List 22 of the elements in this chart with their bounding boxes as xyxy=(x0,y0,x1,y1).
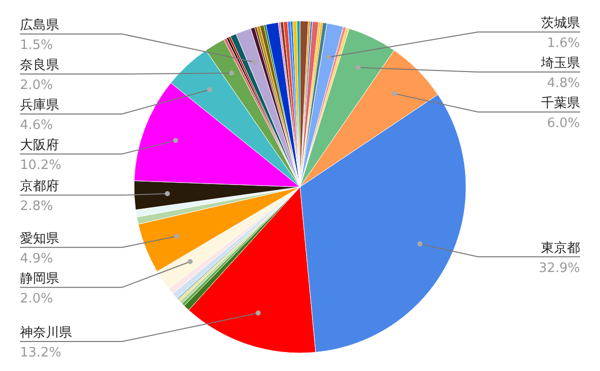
data-label: 2.8% xyxy=(20,199,54,214)
data-label: 13.2% xyxy=(20,346,62,361)
data-label: 1.5% xyxy=(20,38,54,53)
slice-label: 大阪府 xyxy=(20,137,59,153)
slice-label: 広島県 xyxy=(20,17,59,33)
slice-label: 奈良県 xyxy=(20,58,59,73)
data-label: 2.0% xyxy=(20,291,54,306)
data-label: 4.8% xyxy=(546,76,580,91)
slice-label: 愛知県 xyxy=(20,231,59,246)
data-label: 6.0% xyxy=(546,116,580,131)
slice-label: 京都府 xyxy=(20,178,59,194)
slice-label: 兵庫県 xyxy=(20,97,59,113)
slice-label: 茨城県 xyxy=(541,16,580,31)
slice-label: 神奈川県 xyxy=(20,326,72,341)
data-label: 2.0% xyxy=(20,78,54,93)
data-label: 4.6% xyxy=(20,118,54,133)
data-label: 1.6% xyxy=(546,36,580,51)
data-label: 32.9% xyxy=(538,260,580,276)
slice-label: 千葉県 xyxy=(541,96,580,111)
slice-label: 静岡県 xyxy=(20,271,59,286)
slice-label: 東京都 xyxy=(541,240,580,256)
data-label: 10.2% xyxy=(20,158,62,173)
